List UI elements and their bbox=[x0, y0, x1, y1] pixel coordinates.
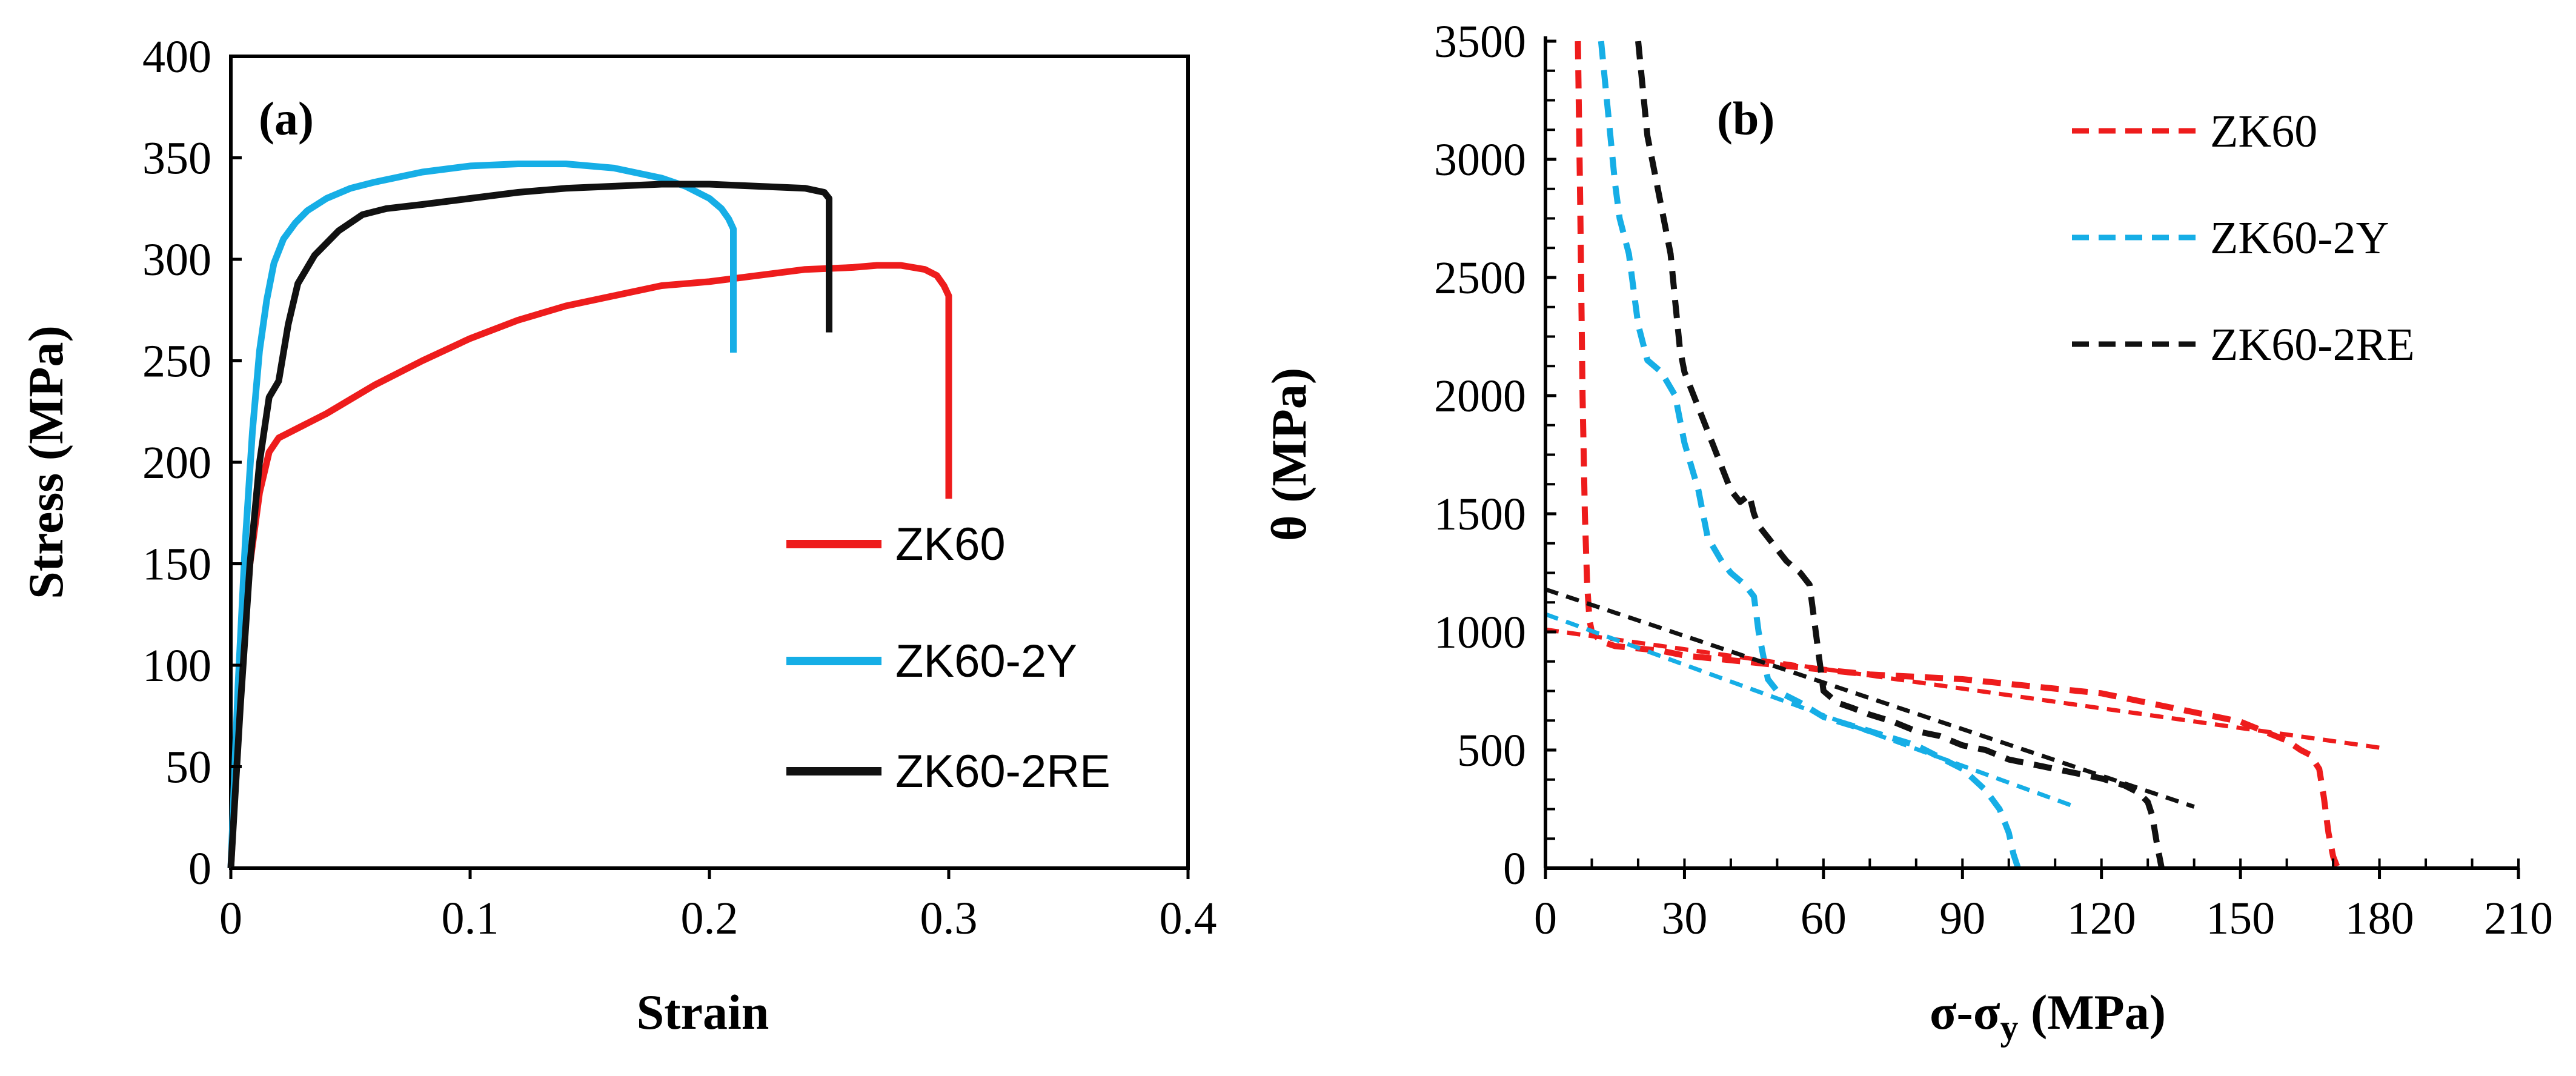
chart-b-series-zk60-2re-fit bbox=[1544, 587, 2195, 809]
chart-a-ytick-label: 150 bbox=[142, 539, 211, 590]
chart-a-xtick-label: 0.2 bbox=[681, 893, 739, 944]
chart-b-ylabel: θ (MPa) bbox=[1261, 368, 1316, 541]
chart-b-xtick-label: 30 bbox=[1661, 893, 1707, 944]
chart-b-ytick-label: 2000 bbox=[1434, 371, 1526, 422]
chart-b-ytick-label: 3000 bbox=[1434, 134, 1526, 185]
legend-a-zk60: ZK60 bbox=[895, 519, 1006, 570]
chart-b-series-zk60-2y-fit bbox=[1544, 612, 2079, 810]
chart-a-series-zk60-2y bbox=[227, 161, 737, 869]
chart-b-ytick-label: 0 bbox=[1503, 843, 1526, 894]
chart-a-legend: ZK60 ZK60-2Y ZK60-2RE bbox=[786, 519, 1110, 797]
chart-b-ytick-label: 3500 bbox=[1434, 16, 1526, 67]
chart-b-xtick-label: 210 bbox=[2484, 893, 2553, 944]
chart-a-ytick-label: 300 bbox=[142, 234, 211, 285]
chart-a-xtick-label: 0.1 bbox=[442, 893, 499, 944]
chart-a-ytick-label: 250 bbox=[142, 336, 211, 387]
chart-a-ticks: 0 0.1 0.2 0.3 0.4 0 50 100 150 200 250 300 350 400 bbox=[142, 32, 1217, 944]
chart-b-legend: ZK60 ZK60-2Y ZK60-2RE bbox=[2072, 106, 2415, 370]
chart-b-ytick-label: 1000 bbox=[1434, 607, 1526, 658]
chart-a-series bbox=[227, 161, 952, 869]
chart-a-ytick-label: 100 bbox=[142, 640, 211, 691]
legend-a-zk60-2y: ZK60-2Y bbox=[895, 636, 1077, 687]
chart-b: 0 30 60 90 120 150 180 210 0 500 1000 1500 2000 2500 3… bbox=[1261, 16, 2553, 1048]
legend-b-zk60: ZK60 bbox=[2210, 106, 2317, 157]
chart-b-ytick-label: 2500 bbox=[1434, 253, 1526, 304]
chart-b-ytick-label: 1500 bbox=[1434, 489, 1526, 540]
chart-a-xtick-label: 0.3 bbox=[920, 893, 978, 944]
chart-b-xtick-label: 120 bbox=[2067, 893, 2136, 944]
chart-a-ytick-label: 200 bbox=[142, 437, 211, 488]
chart-a-series-zk60-2re bbox=[227, 181, 832, 869]
chart-a-ytick-label: 350 bbox=[142, 133, 211, 184]
chart-b-series-zk60-fit bbox=[1545, 627, 2380, 750]
chart-a-ytick-label: 50 bbox=[165, 742, 211, 793]
chart-b-series-zk60-2re bbox=[1635, 41, 2165, 869]
chart-a-ytick-label: 0 bbox=[188, 843, 211, 894]
chart-b-xtick-label: 0 bbox=[1534, 893, 1557, 944]
chart-b-series bbox=[1544, 41, 2380, 869]
legend-b-zk60-2y: ZK60-2Y bbox=[2210, 213, 2389, 264]
chart-a: 0 0.1 0.2 0.3 0.4 0 50 100 150 200 250 300 350 400 (a… bbox=[18, 32, 1217, 1040]
chart-a-ytick-label: 400 bbox=[142, 32, 211, 82]
legend-b-zk60-2re: ZK60-2RE bbox=[2210, 319, 2415, 370]
chart-b-panel-label: (b) bbox=[1717, 92, 1774, 145]
chart-b-xtick-label: 180 bbox=[2345, 893, 2414, 944]
chart-a-panel-label: (a) bbox=[259, 92, 314, 145]
chart-b-series-zk60 bbox=[1575, 41, 2341, 869]
chart-b-xtick-label: 60 bbox=[1801, 893, 1847, 944]
chart-b-series-zk60-2y bbox=[1598, 41, 2021, 869]
chart-a-xtick-label: 0.4 bbox=[1160, 893, 1217, 944]
chart-b-xtick-label: 90 bbox=[1939, 893, 1985, 944]
chart-a-xlabel: Strain bbox=[637, 985, 769, 1040]
chart-b-xtick-label: 150 bbox=[2206, 893, 2275, 944]
chart-b-xlabel: σ-σy (MPa) bbox=[1930, 985, 2166, 1048]
chart-b-ytick-label: 500 bbox=[1457, 725, 1526, 776]
chart-b-ticks: 0 30 60 90 120 150 180 210 0 500 1000 1500 2000 2500 3… bbox=[1434, 16, 2553, 944]
chart-a-ylabel: Stress (MPa) bbox=[18, 325, 73, 599]
chart-a-series-zk60 bbox=[227, 262, 952, 869]
legend-a-zk60-2re: ZK60-2RE bbox=[895, 746, 1110, 797]
chart-a-xtick-label: 0 bbox=[219, 893, 242, 944]
